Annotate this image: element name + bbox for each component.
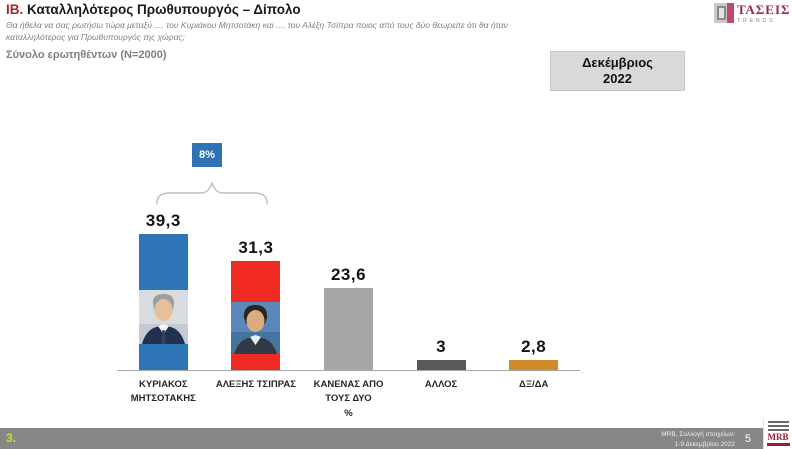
bar-value-label: 3 (436, 336, 447, 356)
title-prefix: ΙΒ. (6, 2, 24, 17)
bar-column: 23,6 (302, 150, 395, 370)
question-line-2: καταλληλότερος για Πρωθυπουργός της χώρα… (6, 32, 185, 43)
category-label: ΔΞ/ΔΑ (519, 379, 549, 390)
source-note: MRB, Συλλογή στοιχείων: 1-9 Δεκεμβρίου 2… (661, 430, 735, 449)
mrb-logo-text: MRB (767, 432, 789, 442)
x-axis-line (117, 370, 580, 371)
category-label: ΑΛΛΟΣ (424, 379, 458, 390)
sample-size-text: Σύνολο ερωτηθέντων (N=2000) (6, 49, 167, 61)
mitsotakis-photo (138, 289, 188, 344)
bar (509, 360, 559, 370)
bar (231, 261, 281, 370)
bar-value-label: 2,8 (521, 337, 547, 357)
slide-number: 3. (6, 431, 17, 445)
category-label: ΚΑΝΕΝΑΣ ΑΠΟ ΤΟΥΣ ΔΥΟ% (313, 379, 384, 419)
footer-bar (0, 428, 792, 449)
bar-value-label: 31,3 (238, 238, 274, 258)
bar (416, 359, 466, 370)
bar-value-label: 23,6 (330, 265, 367, 285)
period-month: Δεκέμβριος (582, 54, 653, 70)
bar-value-label: 39,3 (145, 210, 181, 230)
category-label: ΑΛΕΞΗΣ ΤΣΙΠΡΑΣ (215, 379, 296, 390)
bar-column: 39,3 (117, 150, 210, 370)
question-text: Θα ήθελα να σας ρωτήσω τώρα μεταξύ .... … (6, 19, 508, 44)
question-line-1: Θα ήθελα να σας ρωτήσω τώρα μεταξύ .... … (6, 20, 508, 30)
period-year: 2022 (603, 71, 632, 86)
mrb-logo-stripes (767, 421, 789, 432)
bar-chart: 39,3 31,3 23,6 3 2,8 (117, 150, 580, 370)
taseis-logo-name: ΤΑΣΕΙΣ (737, 2, 791, 17)
taseis-logo-icon (714, 3, 734, 23)
source-line-2: 1-9 Δεκεμβρίου 2022 (674, 440, 735, 448)
bar-column: 31,3 (210, 150, 303, 370)
taseis-logo-sub: TRENDS (737, 18, 776, 24)
category-label: ΚΥΡΙΑΚΟΣ ΜΗΤΣΟΤΑΚΗΣ (130, 379, 196, 405)
title-text: Καταλληλότερος Πρωθυπουργός – Δίπολο (27, 2, 301, 17)
bar-column: 2,8 (487, 150, 580, 370)
difference-badge: 8% (192, 143, 222, 167)
bar (323, 288, 373, 370)
source-line-1: MRB, Συλλογή στοιχείων: (661, 431, 735, 438)
period-box: Δεκέμβριος 2022 (550, 51, 685, 91)
tsipras-photo (231, 302, 281, 355)
page-title: ΙΒ. Καταλληλότερος Πρωθυπουργός – Δίπολο (6, 2, 301, 17)
category-labels: ΚΥΡΙΑΚΟΣ ΜΗΤΣΟΤΑΚΗΣ ΑΛΕΞΗΣ ΤΣΙΠΡΑΣ ΚΑΝΕΝΑΣ … (117, 378, 580, 421)
mrb-logo: MRB (763, 419, 792, 449)
bar (138, 233, 188, 370)
bar-column: 3 (395, 150, 488, 370)
page-number: 5 (744, 433, 751, 445)
taseis-logo: ΤΑΣΕΙΣ TRENDS (714, 3, 791, 24)
brace-shape (156, 181, 268, 205)
